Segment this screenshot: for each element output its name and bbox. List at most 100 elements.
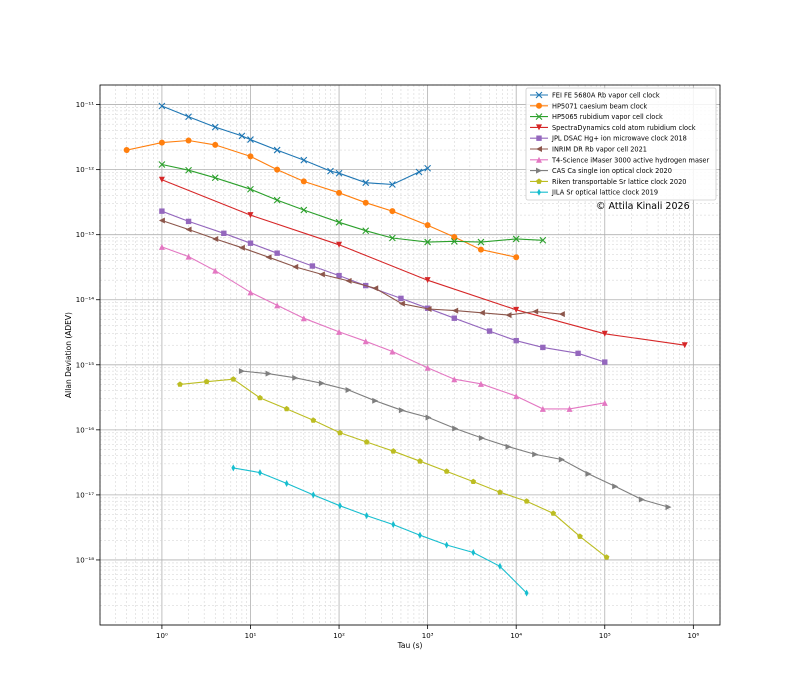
data-point [389, 208, 396, 215]
data-point [558, 456, 565, 463]
data-point [452, 425, 459, 432]
data-point [185, 226, 192, 233]
data-point [477, 246, 484, 253]
data-point [158, 161, 166, 168]
data-point [424, 364, 431, 371]
data-point [274, 250, 280, 256]
data-point [318, 271, 325, 278]
data-point [247, 136, 254, 143]
y-tick-label: 10⁻¹¹ [76, 101, 94, 109]
data-point [123, 147, 130, 154]
data-point [418, 531, 422, 539]
data-point [478, 309, 485, 316]
data-point [212, 235, 219, 242]
data-point [257, 394, 263, 401]
data-point [362, 199, 369, 206]
data-point [238, 132, 246, 140]
data-point [212, 141, 219, 148]
series-line [161, 163, 543, 243]
data-point [363, 439, 370, 445]
data-point [612, 483, 619, 490]
data-point [425, 414, 432, 421]
data-point [638, 496, 645, 503]
data-point [336, 241, 343, 248]
y-tick-label: 10⁻¹⁵ [76, 361, 94, 369]
series-line [161, 210, 605, 363]
data-point [550, 510, 557, 516]
data-point [337, 429, 343, 436]
data-point [336, 272, 342, 279]
data-point [513, 306, 520, 313]
axes-frame [99, 84, 721, 626]
data-point [362, 179, 370, 187]
series-1 [123, 137, 520, 261]
legend-label: Riken transportable Sr lattice clock 202… [552, 178, 686, 186]
copyright-annotation: © Attila Kinali 2026 [596, 201, 690, 212]
legend-entry: SpectraDynamics cold atom rubidium clock [530, 124, 696, 132]
legend-label: HP5065 rubidium vapor cell clock [552, 113, 663, 121]
data-point [185, 253, 192, 260]
y-tick-label: 10⁻¹⁴ [76, 296, 94, 304]
legend-entry: Riken transportable Sr lattice clock 202… [530, 178, 686, 186]
legend-marker [536, 135, 542, 141]
data-point [300, 178, 307, 185]
legend-marker [535, 91, 543, 99]
data-point [451, 315, 457, 321]
data-point [486, 328, 493, 334]
data-point [159, 208, 165, 214]
data-point [540, 344, 546, 351]
data-point [417, 458, 423, 464]
y-tick-label: 10⁻¹³ [76, 231, 94, 239]
y-axis-label: Allan Deviation (ADEV) [64, 312, 73, 398]
legend-entry: T4-Science iMaser 3000 active hydrogen m… [530, 156, 709, 164]
data-point [398, 295, 404, 302]
data-point [497, 489, 503, 495]
series-9 [231, 464, 529, 597]
data-point [424, 164, 432, 172]
data-point [158, 139, 165, 146]
data-point [231, 464, 236, 472]
legend-label: HP5071 caesium beam clock [552, 102, 647, 110]
series-line [161, 219, 562, 316]
data-point [601, 399, 608, 406]
data-point [424, 277, 431, 284]
data-point [505, 443, 512, 450]
data-point [274, 302, 281, 309]
legend-marker [536, 124, 542, 131]
data-point [513, 254, 520, 261]
data-point [512, 235, 520, 243]
data-point [274, 166, 281, 173]
data-point [389, 348, 396, 355]
data-point [185, 218, 192, 225]
data-point [258, 469, 262, 477]
x-tick-label: 10⁴ [510, 632, 522, 640]
series-line [233, 467, 527, 594]
legend-entry: INRIM DR Rb vapor cell 2021 [530, 146, 647, 154]
data-point [390, 448, 397, 454]
data-point [203, 378, 210, 385]
data-point [539, 236, 547, 244]
data-point [497, 562, 502, 570]
data-point [424, 222, 431, 229]
data-point [211, 174, 219, 182]
data-point [451, 376, 458, 383]
data-point [539, 405, 546, 412]
data-point [247, 185, 254, 193]
data-point [211, 123, 219, 131]
data-point [284, 479, 289, 487]
data-point [523, 498, 530, 504]
data-point [364, 512, 369, 520]
legend-label: T4-Science iMaser 3000 active hydrogen m… [551, 156, 709, 164]
data-point [524, 589, 529, 597]
data-point [505, 312, 512, 319]
data-point [532, 451, 539, 458]
data-point [513, 337, 519, 344]
data-point [238, 368, 245, 375]
data-point [158, 176, 165, 183]
data-point [185, 166, 192, 174]
legend-marker [536, 156, 542, 163]
data-point [471, 549, 476, 557]
data-point [345, 386, 352, 393]
data-point [388, 234, 396, 242]
